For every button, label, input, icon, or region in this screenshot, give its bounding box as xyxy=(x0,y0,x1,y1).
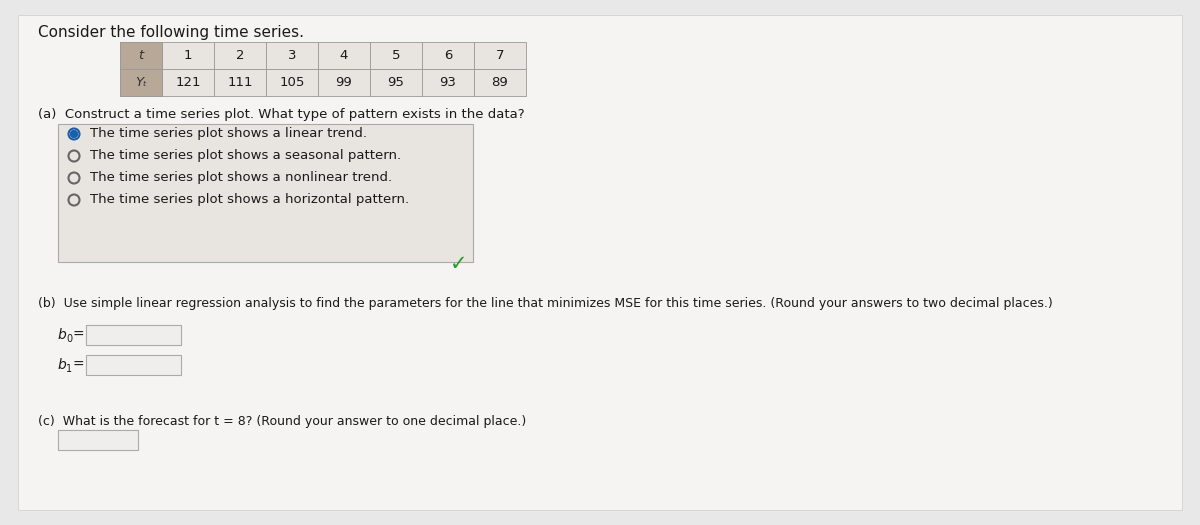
Bar xyxy=(58,430,138,450)
Text: 1: 1 xyxy=(184,49,192,62)
Text: 121: 121 xyxy=(175,76,200,89)
Text: Yₜ: Yₜ xyxy=(134,76,148,89)
Text: ✓: ✓ xyxy=(450,254,468,274)
Bar xyxy=(214,69,266,96)
Text: 0: 0 xyxy=(66,334,72,344)
Text: 95: 95 xyxy=(388,76,404,89)
Bar xyxy=(474,42,526,69)
Text: (c)  What is the forecast for t = 8? (Round your answer to one decimal place.): (c) What is the forecast for t = 8? (Rou… xyxy=(38,415,527,428)
Text: 4: 4 xyxy=(340,49,348,62)
Text: (a)  Construct a time series plot. What type of pattern exists in the data?: (a) Construct a time series plot. What t… xyxy=(38,108,524,121)
Text: 2: 2 xyxy=(235,49,245,62)
Bar xyxy=(120,69,162,96)
Bar xyxy=(120,42,162,69)
Text: 89: 89 xyxy=(492,76,509,89)
Bar xyxy=(318,69,370,96)
Bar xyxy=(86,325,181,345)
Text: The time series plot shows a seasonal pattern.: The time series plot shows a seasonal pa… xyxy=(90,150,401,163)
Text: The time series plot shows a horizontal pattern.: The time series plot shows a horizontal … xyxy=(90,194,409,206)
Bar xyxy=(266,69,318,96)
Text: 105: 105 xyxy=(280,76,305,89)
Bar xyxy=(422,69,474,96)
Bar xyxy=(120,69,162,96)
Bar xyxy=(162,42,214,69)
Text: 7: 7 xyxy=(496,49,504,62)
Text: b: b xyxy=(58,358,67,372)
Bar xyxy=(58,124,473,262)
Circle shape xyxy=(71,131,78,138)
Text: The time series plot shows a nonlinear trend.: The time series plot shows a nonlinear t… xyxy=(90,172,392,184)
Text: Consider the following time series.: Consider the following time series. xyxy=(38,25,304,40)
Bar xyxy=(318,42,370,69)
FancyBboxPatch shape xyxy=(18,15,1182,510)
Bar xyxy=(214,42,266,69)
Text: The time series plot shows a linear trend.: The time series plot shows a linear tren… xyxy=(90,128,367,141)
Text: 93: 93 xyxy=(439,76,456,89)
Bar xyxy=(266,42,318,69)
Bar xyxy=(474,69,526,96)
Text: 3: 3 xyxy=(288,49,296,62)
Text: t: t xyxy=(138,49,144,62)
Text: 5: 5 xyxy=(391,49,401,62)
Text: b: b xyxy=(58,328,67,342)
Text: 111: 111 xyxy=(227,76,253,89)
Text: 99: 99 xyxy=(336,76,353,89)
Bar xyxy=(86,355,181,375)
Bar xyxy=(162,69,214,96)
Text: (b)  Use simple linear regression analysis to find the parameters for the line t: (b) Use simple linear regression analysi… xyxy=(38,297,1052,310)
Text: 1: 1 xyxy=(66,364,72,374)
Text: 6: 6 xyxy=(444,49,452,62)
Text: =: = xyxy=(73,358,85,372)
Text: =: = xyxy=(73,328,85,342)
Bar xyxy=(370,42,422,69)
Bar xyxy=(120,42,162,69)
Bar xyxy=(422,42,474,69)
Bar xyxy=(370,69,422,96)
